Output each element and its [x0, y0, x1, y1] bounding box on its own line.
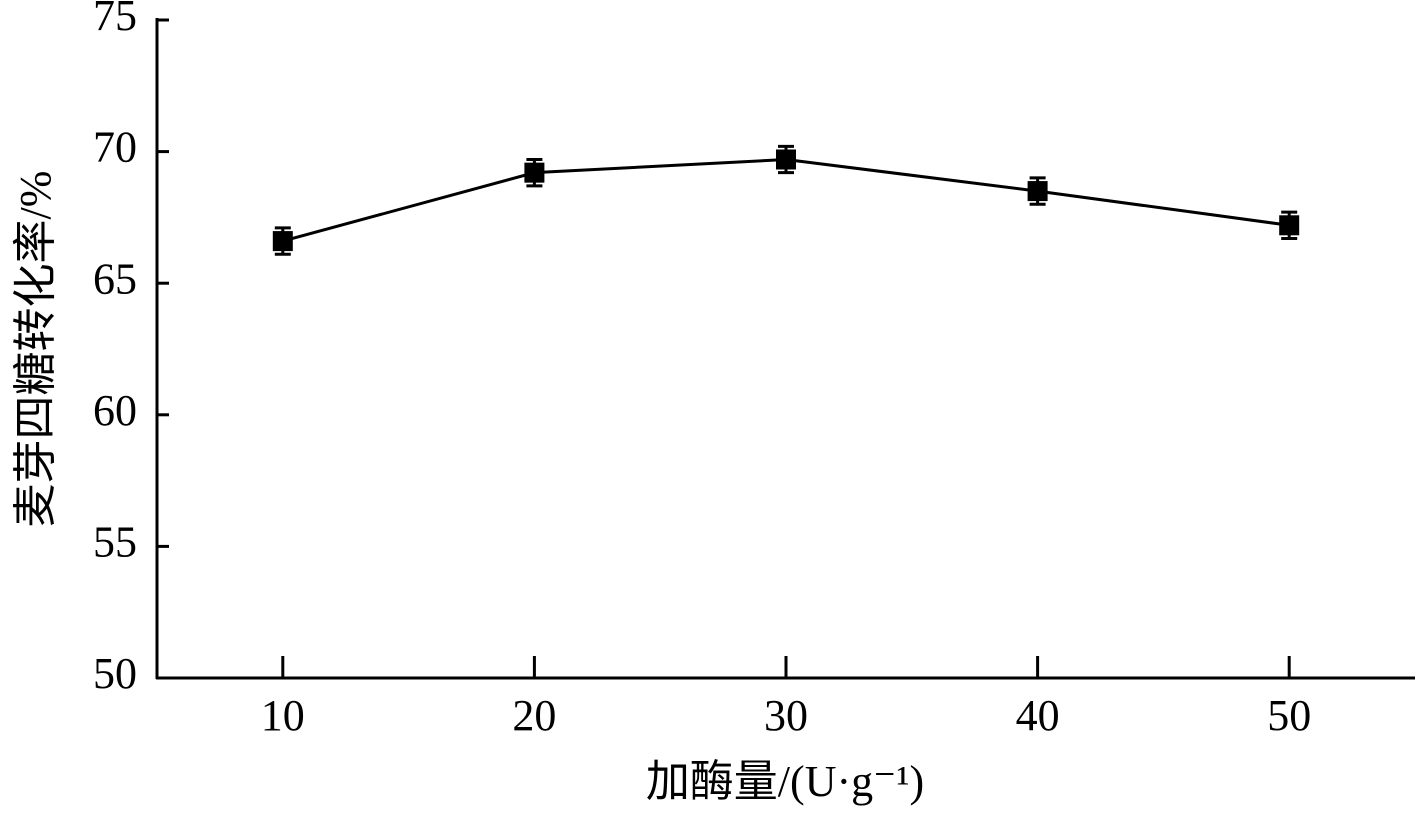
y-tick-label: 60	[93, 386, 137, 435]
y-tick-label: 70	[93, 123, 137, 172]
marker	[776, 149, 796, 170]
x-tick-label: 50	[1267, 691, 1311, 740]
y-tick-label: 75	[93, 0, 137, 40]
y-axis-label: 麦芽四糖转化率/%	[11, 171, 60, 528]
marker	[524, 162, 545, 183]
x-tick-label: 20	[512, 691, 556, 740]
marker	[1027, 181, 1048, 202]
marker	[1279, 215, 1300, 236]
y-tick-label: 50	[93, 649, 137, 698]
x-tick-label: 40	[1016, 691, 1060, 740]
x-tick-label: 30	[764, 691, 808, 740]
x-axis-label: 加酶量/(U·g⁻¹)	[646, 757, 924, 806]
marker	[272, 231, 293, 252]
y-tick-label: 55	[93, 517, 137, 566]
x-tick-label: 10	[261, 691, 305, 740]
y-tick-label: 65	[93, 254, 137, 303]
